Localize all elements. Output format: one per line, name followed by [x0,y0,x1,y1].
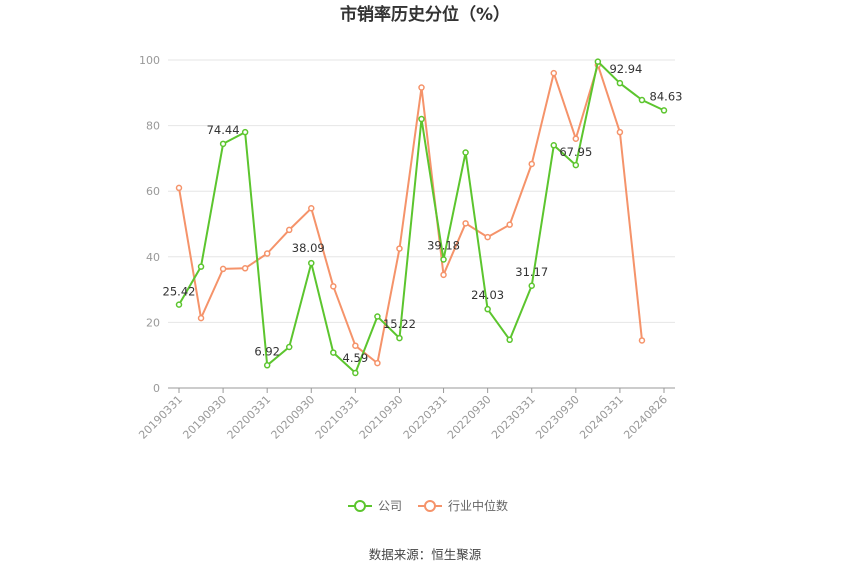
data-label: 39.18 [427,238,460,252]
y-tick-label: 100 [139,54,160,67]
axes: 0 20 40 60 80 100 2019033120190930202003312020… [136,54,675,442]
data-point [285,343,293,351]
data-point [396,334,403,342]
data-point [550,69,558,77]
data-point [484,305,491,313]
y-tick-label: 80 [146,120,160,133]
data-point [285,226,293,234]
data-point [616,79,624,87]
x-tick-label: 20190930 [180,393,229,442]
legend[interactable]: 公司 行业中位数 [348,498,508,513]
y-tick-label: 0 [153,382,160,395]
data-labels: 25.42 74.44 6.92 38.09 4.59 15.22 39.18 24.03 31… [163,62,683,365]
data-point [440,256,447,263]
series-line-1 [178,63,643,365]
data-point [197,263,205,270]
legend-item-1[interactable]: 行业中位数 [418,498,508,513]
x-tick-label: 20190331 [136,393,185,442]
data-point [330,283,337,290]
data-point [638,96,646,104]
data-point [241,128,249,136]
source-note: 数据来源：恒生聚源 [369,547,482,562]
data-label: 38.09 [292,241,325,255]
x-tick-label: 20240331 [577,393,626,442]
data-point [418,84,425,91]
series [175,58,668,377]
data-point [175,301,183,308]
legend-marker [354,500,366,512]
x-tick-label: 20210331 [313,393,362,442]
data-point [219,265,227,273]
data-point [638,337,646,344]
data-point [175,184,183,192]
data-label: 67.95 [559,145,592,159]
legend-label: 公司 [378,499,402,513]
data-point [506,221,513,228]
data-label: 84.63 [650,89,683,103]
data-point [418,115,425,123]
x-tick-label: 20200331 [225,393,274,442]
x-tick-label: 20220331 [401,393,450,442]
data-point [219,140,227,148]
data-point [550,142,558,149]
data-point [308,205,315,212]
data-point [484,233,491,241]
data-point [197,314,205,322]
data-point [616,128,624,136]
x-tick-label: 20230930 [533,393,582,442]
y-tick-label: 20 [146,316,160,329]
data-point [462,220,469,227]
y-tick-label: 40 [146,251,160,264]
data-point [330,349,337,356]
data-label: 92.94 [609,62,642,76]
data-label: 6.92 [254,344,280,358]
data-label: 25.42 [163,285,196,299]
data-point [440,271,447,279]
data-point [462,149,469,156]
x-tick-label: 20220930 [445,393,494,442]
legend-label: 行业中位数 [448,498,508,513]
data-label: 24.03 [471,288,504,302]
data-point [572,135,580,142]
legend-marker [424,500,436,512]
data-label: 74.44 [207,123,240,137]
series-line-0 [178,60,665,374]
data-point [352,342,359,349]
grid [168,59,675,323]
data-point [528,160,535,168]
data-label: 31.17 [515,265,548,279]
data-point [308,259,315,267]
data-point [263,362,271,369]
data-point [263,250,271,257]
data-point [352,369,359,377]
x-tick-label: 20210930 [357,393,406,442]
data-label: 15.22 [383,317,416,331]
data-point [374,313,381,320]
data-point [528,282,535,290]
data-point [396,245,403,252]
data-point [594,58,602,65]
y-tick-label: 60 [146,185,160,198]
data-point [506,336,513,344]
data-point [374,359,381,367]
data-point [241,265,249,272]
x-tick-label: 20230331 [489,393,538,442]
legend-item-0[interactable]: 公司 [348,499,402,513]
data-label: 4.59 [343,351,369,365]
data-point [660,107,668,114]
x-tick-label: 20200930 [269,393,318,442]
chart-title: 市销率历史分位（%） [340,4,510,25]
data-point [572,161,580,169]
x-tick-label: 20240826 [621,393,670,442]
